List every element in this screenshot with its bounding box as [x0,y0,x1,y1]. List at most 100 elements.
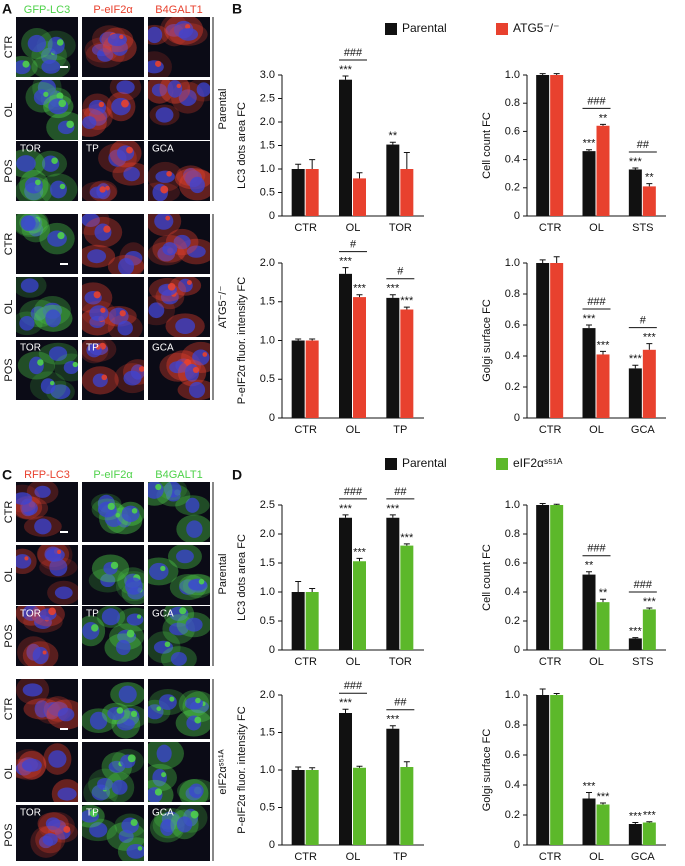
bar [628,638,642,650]
row-label: OL [3,765,15,780]
nucleus [47,230,67,247]
significance: *** [339,256,353,268]
nucleus [188,578,207,591]
treatment-label: TP [86,343,99,354]
row-label: POS [3,823,15,846]
bar [596,354,610,418]
nucleus [48,98,69,115]
nucleus [49,558,68,577]
dot [100,307,106,313]
nucleus [25,177,43,194]
nucleus [22,606,40,621]
dot [130,710,138,718]
y-tick-label: 1.5 [260,557,275,569]
x-tick-label: TOR [389,222,412,234]
nucleus [148,482,164,499]
channel-header: P-eIF2α [93,4,133,16]
nucleus [188,381,206,399]
x-tick-label: TP [393,424,407,436]
nucleus [162,242,178,256]
dot [93,291,101,299]
error-bar [586,792,592,799]
legend-label: Parental [402,21,447,35]
y-tick-label: 0.4 [505,154,520,166]
dot [156,706,162,712]
dot [107,502,115,511]
x-tick-label: CTR [539,851,562,861]
error-bar [389,141,396,145]
dot [89,809,98,818]
row-label: CTR [3,36,15,59]
nucleus [173,234,191,250]
micrograph [82,17,144,77]
nucleus [175,318,196,335]
dot [115,512,121,518]
dot [22,60,30,68]
nucleus [148,302,165,319]
nucleus [89,305,109,322]
error-bar [309,338,316,341]
bar [642,822,656,845]
panel-label: D [232,467,242,483]
nucleus [87,249,107,264]
dot [48,607,56,616]
y-tick-label: 0.4 [505,779,520,791]
micrograph [148,742,210,802]
y-tick-label: 0.6 [505,125,520,137]
micrograph [148,679,210,739]
micrograph [148,277,210,337]
treatment-label: TOR [20,343,41,354]
comparison-label: ### [587,296,606,308]
image [148,805,210,865]
panel-label: B [232,1,242,17]
nucleus [16,155,36,172]
significance: *** [339,697,353,709]
error-bar [356,557,363,562]
y-tick-label: 0.2 [505,809,520,821]
significance: ** [599,587,608,599]
nucleus [169,622,189,636]
dot [43,91,49,97]
x-tick-label: OL [589,222,604,234]
x-tick-label: TOR [389,656,412,668]
error-bar [356,765,363,768]
bar [550,505,564,650]
bar [291,169,305,216]
legend-swatch [496,23,508,35]
group-label: Parental [217,554,229,595]
micrograph [148,17,210,77]
bar [628,368,642,418]
dot [160,185,169,194]
dot [57,549,62,554]
y-tick-label: 1.0 [505,69,520,81]
cells [17,342,78,400]
error-bar [342,708,349,713]
nucleus [82,214,100,228]
nucleus [57,787,77,801]
channel-header: GFP-LC3 [24,4,70,16]
channel-header: RFP-LC3 [24,469,70,481]
error-bar [539,503,546,505]
bar [353,297,366,418]
nucleus [34,485,51,498]
error-bar [389,725,396,729]
micrograph [16,214,78,274]
bar [400,767,414,845]
nucleus [116,639,131,656]
row-label: OL [3,568,15,583]
micrograph [148,482,210,542]
treatment-label: TOR [20,144,41,155]
error-bar [342,267,349,274]
nucleus [154,214,174,230]
nucleus [21,501,38,516]
y-tick-label: 0.5 [260,186,275,198]
bar [386,728,400,845]
dot [165,215,171,221]
nucleus [151,83,167,97]
micrograph [16,606,78,666]
significance: *** [400,295,414,307]
nucleus [21,758,42,772]
cells [148,161,210,201]
panel-label: C [2,467,12,483]
nucleus [123,370,142,386]
